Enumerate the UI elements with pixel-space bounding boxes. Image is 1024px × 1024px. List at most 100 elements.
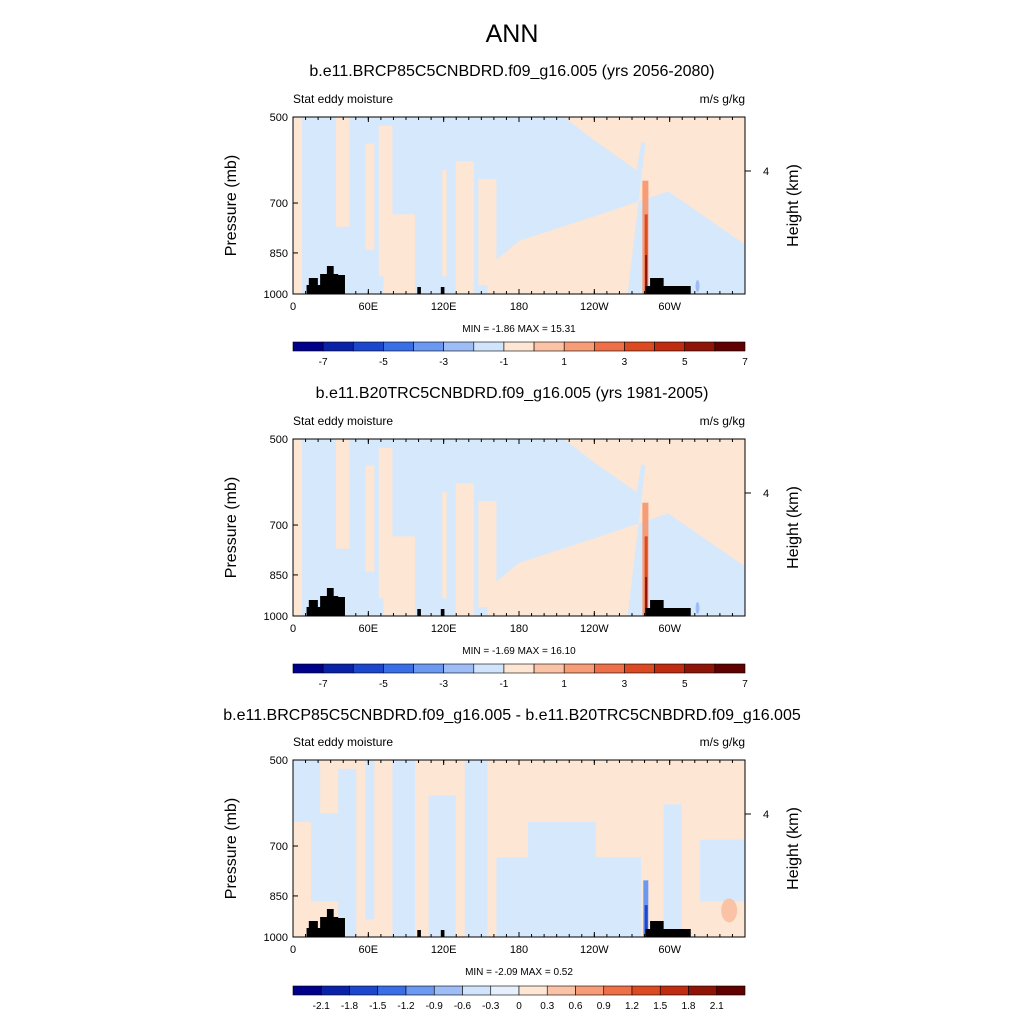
- colorbar-label: 1: [561, 679, 567, 690]
- colorbar-swatch: [603, 985, 633, 996]
- colorbar-swatch: [684, 341, 716, 352]
- colorbar-swatch: [714, 663, 746, 674]
- colorbar-label: 1.2: [625, 1001, 639, 1012]
- x-tick-label: 60E: [359, 944, 379, 956]
- colorbar-swatch: [322, 341, 354, 352]
- x-tick-label: 60W: [658, 301, 681, 313]
- positive-region: [335, 439, 350, 549]
- positive-region: [478, 500, 497, 608]
- topography: [326, 588, 334, 616]
- x-tick-label: 0: [290, 944, 296, 956]
- colorbar-label: 0.6: [569, 1001, 583, 1012]
- topography: [650, 600, 664, 616]
- colorbar-swatch: [292, 663, 324, 674]
- colorbar-swatch: [503, 663, 535, 674]
- colorbar: -7 -5 -3 -1 1 3 5 7: [292, 341, 748, 368]
- colorbar-swatch: [292, 341, 324, 352]
- x-tick-label: 60W: [658, 623, 681, 635]
- negative-spot: [695, 280, 700, 292]
- colorbar-swatch: [322, 663, 354, 674]
- colorbar-swatch: [654, 341, 686, 352]
- colorbar-swatch: [624, 341, 655, 352]
- topography: [417, 287, 421, 294]
- panel-3: Stat eddy moisture m/s g/kg 500 700 850 1000 4…: [223, 735, 802, 1012]
- andes-negative-core: [644, 905, 648, 937]
- topography: [650, 278, 664, 294]
- colorbar-label: -7: [319, 357, 328, 368]
- positive-region: [365, 143, 375, 250]
- colorbar-swatch: [654, 663, 686, 674]
- panel-1-title: b.e11.BRCP85C5CNBDRD.f09_g16.005 (yrs 20…: [309, 63, 715, 80]
- negative-region: [365, 760, 375, 920]
- colorbar-swatch: [659, 985, 689, 996]
- colorbar-label: -3: [439, 679, 448, 690]
- andes-plume-core: [644, 536, 648, 616]
- x-tick-label: 180: [510, 623, 528, 635]
- y-tick-label: 500: [270, 112, 288, 124]
- positive-region: [442, 170, 447, 277]
- colorbar-label: -1.8: [341, 1001, 359, 1012]
- y-tick-label: 700: [270, 520, 288, 532]
- positive-region: [383, 536, 416, 616]
- colorbar-swatch: [377, 985, 407, 996]
- colorbar-label: 0.3: [540, 1001, 554, 1012]
- x-tick-label: 0: [290, 301, 296, 313]
- panel-2-title: b.e11.B20TRC5CNBDRD.f09_g16.005 (yrs 198…: [315, 385, 709, 402]
- colorbar-swatch: [473, 341, 505, 352]
- x-tick-label: 120E: [431, 944, 457, 956]
- x-tick-label: 120W: [580, 301, 609, 313]
- panel-1: Stat eddy moisture m/s g/kg 500 700 850 1000 4…: [223, 92, 802, 368]
- y-tick-label: 850: [270, 891, 288, 903]
- positive-region: [335, 117, 350, 227]
- y-tick-label: 1000: [264, 611, 288, 623]
- topography: [338, 928, 343, 937]
- topography: [650, 921, 664, 937]
- topography: [326, 266, 334, 294]
- topography: [338, 285, 343, 294]
- colorbar-swatch: [563, 663, 595, 674]
- colorbar-label: -5: [379, 679, 388, 690]
- topography: [308, 921, 318, 937]
- colorbar-swatch: [533, 341, 565, 352]
- main-title: ANN: [485, 20, 539, 48]
- colorbar-label: -1: [499, 679, 508, 690]
- colorbar-swatch: [413, 341, 444, 352]
- colorbar-label: -0.3: [482, 1001, 500, 1012]
- colorbar-label: -7: [319, 679, 328, 690]
- negative-region: [699, 839, 745, 902]
- topography: [308, 600, 318, 616]
- colorbar-swatch: [688, 985, 718, 996]
- y-tick-label: 500: [270, 755, 288, 767]
- y-axis-label: Pressure (mb): [223, 798, 240, 899]
- panel-left-label: Stat eddy moisture: [293, 735, 393, 749]
- negative-region: [650, 527, 673, 616]
- positive-region: [455, 161, 474, 294]
- min-max-stats: MIN = -1.86 MAX = 15.31: [462, 324, 576, 335]
- colorbar-swatch: [624, 663, 655, 674]
- y-right-tick-label: 4: [763, 488, 769, 500]
- y-tick-label: 1000: [264, 932, 288, 944]
- colorbar-label: 1: [561, 357, 567, 368]
- y-right-axis-label: Height (km): [785, 164, 802, 247]
- topography: [645, 608, 691, 616]
- positive-region: [487, 439, 745, 616]
- colorbar-swatch: [575, 985, 605, 996]
- colorbar-label: 5: [682, 679, 688, 690]
- negative-region: [650, 205, 673, 294]
- colorbar-swatch: [546, 985, 576, 996]
- min-max-stats: MIN = -1.69 MAX = 16.10: [462, 646, 576, 657]
- topography: [417, 609, 421, 616]
- x-tick-label: 120W: [580, 623, 609, 635]
- y-right-tick-label: 4: [763, 809, 769, 821]
- negative-region: [464, 760, 488, 937]
- andes-plume-max: [645, 255, 648, 294]
- colorbar-swatch: [533, 663, 565, 674]
- min-max-stats: MIN = -2.09 MAX = 0.52: [465, 967, 573, 978]
- negative-region: [293, 760, 321, 822]
- x-tick-label: 60W: [658, 944, 681, 956]
- topography: [338, 607, 343, 616]
- negative-region: [392, 760, 416, 937]
- colorbar-label: 7: [742, 357, 748, 368]
- panel-units-label: m/s g/kg: [700, 414, 745, 428]
